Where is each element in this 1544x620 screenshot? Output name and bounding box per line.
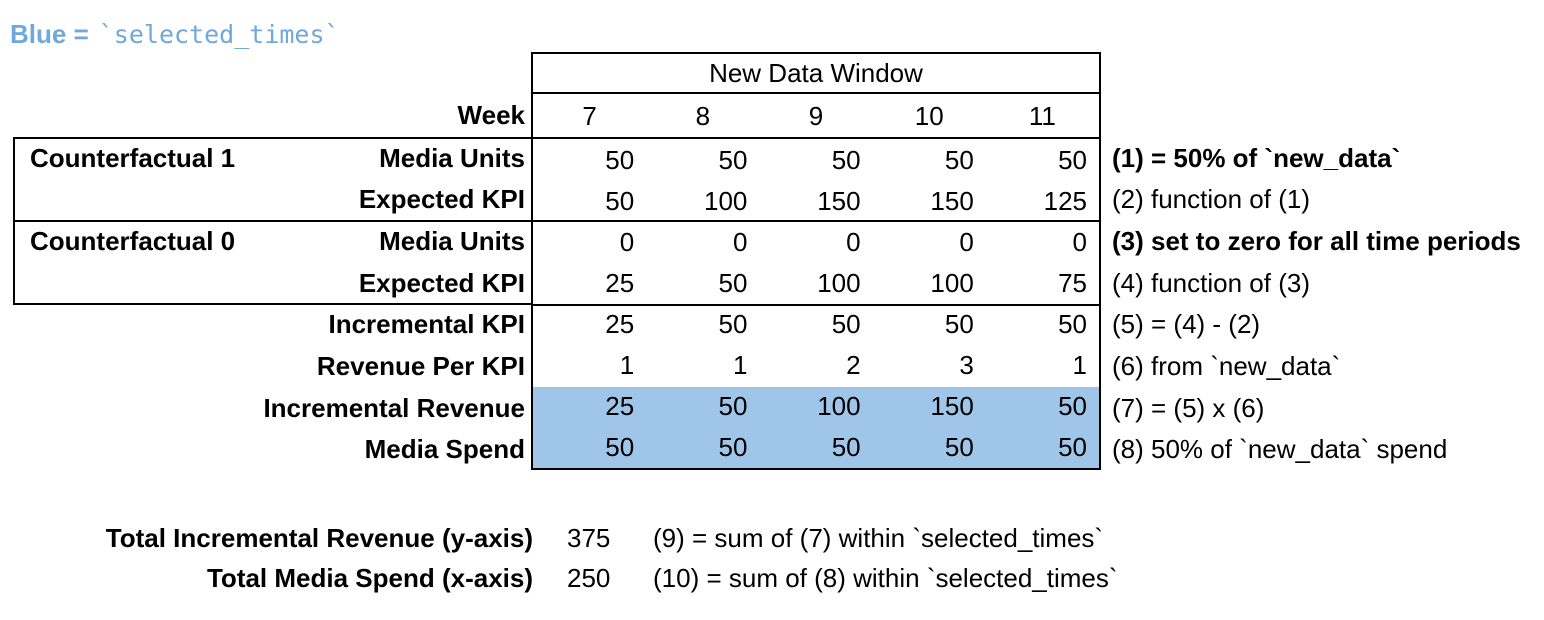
table-cell: 125	[1043, 185, 1088, 216]
row-media-units-cf0: 0 0 0 0 0	[533, 221, 1099, 262]
table-cell: 75	[1058, 267, 1088, 298]
row-media-units-cf1: 50 50 50 50 50	[533, 139, 1099, 180]
table-cell: 25	[605, 267, 635, 298]
table-cell: 50	[605, 144, 635, 175]
row-incremental-revenue: 25 50 100 150 50	[533, 386, 1099, 427]
total-media-spend-note: (10) = sum of (8) within `selected_times…	[653, 563, 1118, 593]
legend-code: `selected_times`	[98, 19, 340, 49]
table-cell: 0	[959, 226, 974, 257]
table-cell: 150	[817, 185, 861, 216]
week-cell: 8	[695, 100, 711, 131]
table-cell: 0	[1072, 226, 1088, 257]
table-cell: 50	[831, 432, 861, 463]
group-label-counterfactual-1: Counterfactual 1	[30, 143, 236, 173]
row-label: Incremental Revenue	[263, 392, 525, 423]
note-1: (1) = 50% of `new_data`	[1112, 142, 1401, 173]
cf-box-top-line	[13, 137, 531, 139]
table-cell: 50	[605, 185, 635, 216]
week-number-row: 7 8 9 10 11	[533, 94, 1099, 137]
row-label-column: Media Units Expected KPI Media Units Exp…	[0, 137, 525, 470]
table-cell: 100	[930, 267, 974, 298]
week-cell: 7	[582, 100, 597, 131]
table-cell: 0	[846, 226, 861, 257]
total-media-spend-label: Total Media Spend (x-axis)	[206, 563, 533, 593]
week-cell: 10	[914, 100, 944, 131]
table-cell: 50	[831, 144, 861, 175]
row-revenue-per-kpi: 1 1 2 3 1	[533, 345, 1099, 386]
table-cell: 0	[732, 226, 748, 257]
week-cell: 9	[808, 100, 824, 131]
table-cell: 50	[718, 432, 748, 463]
table-cell: 100	[817, 391, 861, 422]
total-incremental-revenue-note: (9) = sum of (7) within `selected_times`	[653, 523, 1104, 553]
row-label: Expected KPI	[358, 184, 525, 215]
table-cell: 50	[831, 309, 861, 340]
divider-under-weeks	[533, 137, 1099, 139]
row-label: Media Spend	[364, 434, 525, 465]
week-label: Week	[457, 99, 525, 130]
table-cell: 50	[718, 391, 748, 422]
table-cell: 50	[1058, 144, 1088, 175]
row-label: Incremental KPI	[328, 309, 525, 340]
table-cell: 25	[605, 309, 635, 340]
row-media-spend: 50 50 50 50 50	[533, 427, 1099, 468]
note-4: (4) function of (3)	[1112, 267, 1310, 298]
legend: Blue = `selected_times`	[10, 16, 340, 52]
cf-box-middle-line	[13, 220, 531, 222]
row-expected-kpi-cf1: 50 100 150 150 125	[533, 180, 1099, 221]
note-6: (6) from `new_data`	[1112, 350, 1341, 381]
table-cell: 0	[619, 226, 635, 257]
row-label: Media Units	[379, 226, 525, 257]
table-cell: 50	[718, 144, 748, 175]
new-data-window-header: New Data Window	[709, 58, 923, 88]
table-cell: 50	[718, 267, 748, 298]
selected-times-highlight-band	[533, 387, 1099, 468]
table-cell: 50	[944, 309, 974, 340]
total-incremental-revenue-value: 375	[567, 523, 611, 553]
divider-under-header	[533, 92, 1099, 94]
week-cell: 11	[1028, 100, 1056, 131]
row-label: Revenue Per KPI	[316, 350, 525, 381]
total-media-spend-value: 250	[567, 563, 611, 593]
note-2: (2) function of (1)	[1112, 184, 1310, 215]
table-cell: 50	[944, 144, 974, 175]
divider-cf1-cf0	[533, 220, 1099, 222]
table-cell: 150	[930, 391, 974, 422]
note-3: (3) set to zero for all time periods	[1112, 226, 1521, 257]
divider-under-cf0	[533, 304, 1099, 306]
legend-label: Blue =	[10, 19, 89, 49]
table-cell: 50	[944, 432, 974, 463]
table-cell: 50	[1058, 432, 1088, 463]
table-cell: 3	[959, 350, 974, 381]
note-5: (5) = (4) - (2)	[1112, 309, 1261, 340]
table-cell: 1	[1072, 350, 1088, 381]
table-cell: 25	[605, 391, 635, 422]
note-7: (7) = (5) x (6)	[1112, 392, 1265, 423]
table-cell: 100	[704, 185, 748, 216]
table-cell: 150	[930, 185, 974, 216]
cf-box-left-line	[13, 137, 15, 305]
total-incremental-revenue-label: Total Incremental Revenue (y-axis)	[105, 523, 533, 553]
row-label: Expected KPI	[358, 267, 525, 298]
table-body: 50 50 50 50 50 50 100 150 150 125 0 0 0 …	[533, 139, 1099, 468]
row-expected-kpi-cf0: 25 50 100 100 75	[533, 262, 1099, 303]
table-cell: 50	[1058, 391, 1088, 422]
table-cell: 100	[817, 267, 861, 298]
row-label: Media Units	[379, 142, 525, 173]
table-cell: 1	[619, 350, 635, 381]
row-incremental-kpi: 25 50 50 50 50	[533, 304, 1099, 345]
table-cell: 1	[732, 350, 748, 381]
note-8: (8) 50% of `new_data` spend	[1112, 434, 1448, 465]
group-label-counterfactual-0: Counterfactual 0	[30, 226, 236, 256]
table-cell: 2	[846, 350, 861, 381]
table-cell: 50	[605, 432, 635, 463]
cf-box-bottom-line	[13, 303, 531, 305]
annotation-column: (1) = 50% of `new_data` (2) function of …	[1112, 137, 1521, 470]
data-table: New Data Window 7 8 9 10 11 50 50 50 50 …	[531, 52, 1101, 470]
table-cell: 50	[1058, 309, 1088, 340]
table-cell: 50	[718, 309, 748, 340]
